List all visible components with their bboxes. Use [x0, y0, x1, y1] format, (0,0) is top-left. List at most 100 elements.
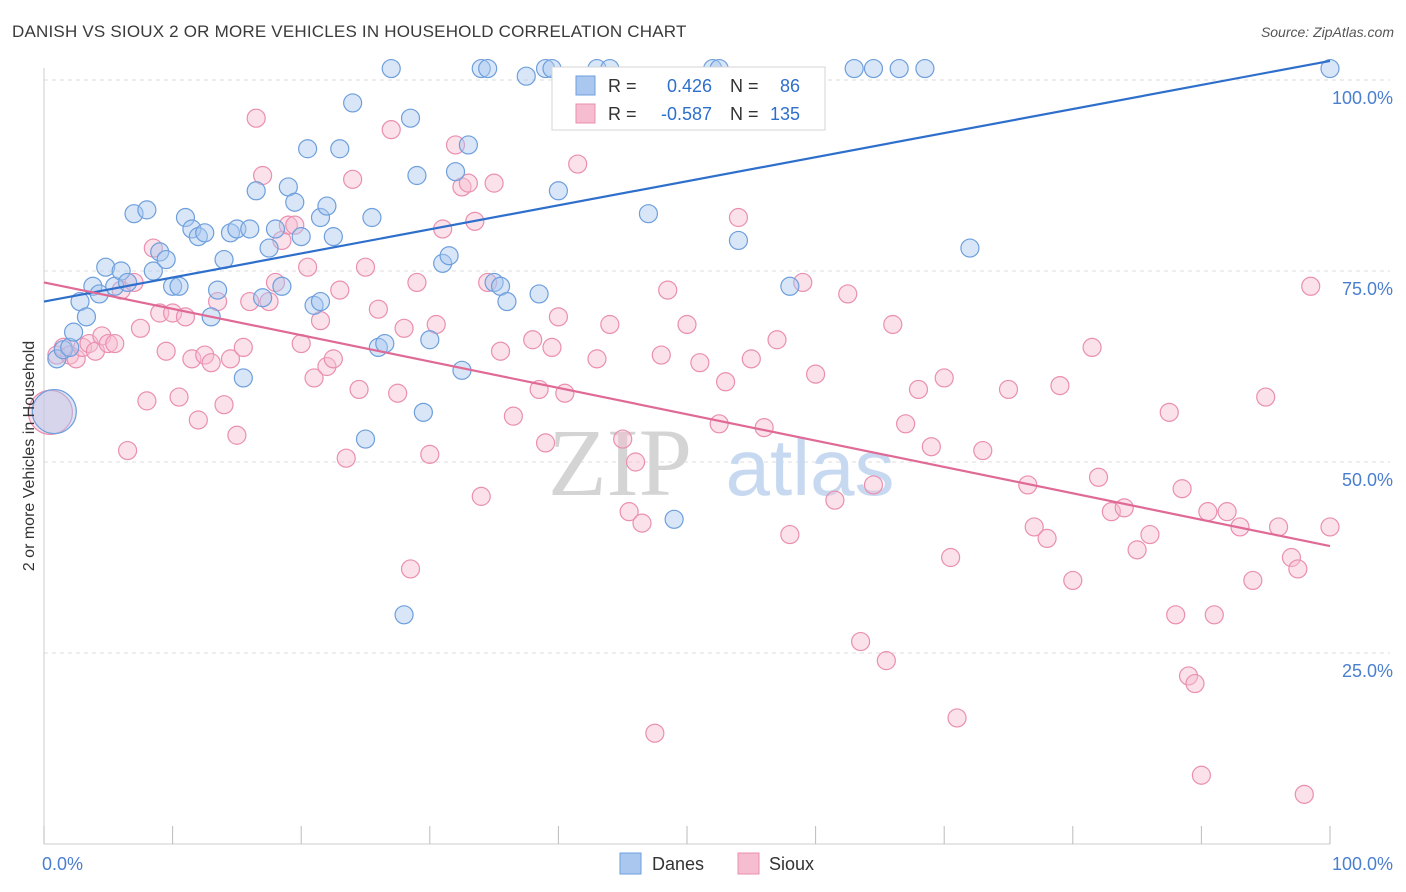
sioux-point [117, 440, 138, 461]
danes-point [458, 135, 478, 155]
danes-point [137, 200, 157, 220]
sioux-point [1301, 276, 1321, 296]
sioux-point [368, 299, 388, 319]
danes-point [413, 402, 433, 422]
sioux-point [478, 272, 498, 293]
danes-point [355, 429, 376, 449]
danes-point [728, 230, 749, 251]
sioux-point [690, 353, 710, 373]
sioux-point [188, 410, 208, 430]
sioux-point [1101, 502, 1121, 522]
sioux-point [1159, 402, 1179, 422]
sioux-point [246, 108, 266, 128]
stats-r-value-danes: 0.426 [667, 76, 712, 96]
legend-danes-swatch [619, 852, 642, 875]
sioux-point [1140, 524, 1160, 545]
danes-point [117, 272, 138, 293]
y-tick-label: 100.0% [1332, 88, 1393, 108]
danes-point [265, 219, 286, 239]
danes-point [323, 227, 343, 247]
sioux-point [941, 547, 961, 568]
danes-trend-line [43, 59, 1331, 303]
sioux-point [600, 314, 620, 335]
sioux-point [876, 651, 896, 671]
sioux-point [278, 215, 298, 235]
sioux-point [1063, 570, 1083, 591]
danes-point [960, 238, 980, 258]
sioux-point [471, 486, 491, 506]
sioux-point [896, 414, 916, 434]
sioux-point [240, 291, 260, 312]
stats-r-label-danes: R = [608, 76, 637, 96]
danes-point [445, 162, 466, 182]
sioux-point [651, 345, 671, 365]
axes [43, 68, 1331, 845]
y-tick-label: 25.0% [1342, 661, 1393, 681]
sioux-point [947, 708, 967, 728]
danes-point [863, 58, 884, 79]
danes-point [182, 219, 202, 239]
danes-point [394, 605, 414, 625]
x-tick-label: 100.0% [1332, 854, 1393, 874]
sioux-point [1198, 502, 1218, 522]
data-points [27, 58, 1340, 804]
danes-point [471, 58, 491, 79]
sioux-point [741, 349, 761, 369]
danes-point [433, 253, 453, 273]
sioux-point [715, 372, 736, 392]
sioux-point [1088, 467, 1109, 487]
stats-n-value-danes: 86 [780, 76, 800, 96]
y-axis-label: 2 or more Vehicles in Household [21, 341, 38, 571]
danes-point [285, 192, 305, 212]
danes-point [400, 108, 421, 128]
danes-point [96, 257, 116, 277]
stats-r-label-sioux: R = [608, 104, 637, 124]
danes-point [208, 280, 228, 300]
stats-legend-danes-swatch [575, 75, 596, 96]
sioux-point [658, 280, 678, 300]
chart-source: Source: ZipAtlas.com [1260, 24, 1394, 40]
danes-point [272, 276, 292, 296]
sioux-point [767, 330, 787, 350]
danes-point [844, 58, 864, 79]
sioux-point [825, 490, 845, 510]
sioux-point [677, 314, 697, 335]
danes-point [195, 223, 215, 243]
sioux-point [632, 513, 652, 533]
sioux-point [934, 368, 954, 388]
y-tick-label: 50.0% [1342, 470, 1393, 490]
sioux-point [613, 429, 633, 449]
stats-n-label-danes: N = [730, 76, 759, 96]
sioux-point [1127, 540, 1147, 560]
sioux-point [838, 284, 858, 304]
series-legend: Danes Sioux [619, 852, 814, 875]
sioux-point [1288, 559, 1308, 579]
sioux-point [548, 307, 569, 327]
sioux-point [568, 154, 588, 174]
sioux-point [484, 173, 504, 193]
sioux-point [458, 173, 478, 193]
sioux-point [381, 120, 401, 140]
sioux-point [298, 257, 318, 277]
y-tick-labels: 25.0% 50.0% 75.0% 100.0% [1332, 88, 1393, 681]
sioux-point [1204, 605, 1224, 625]
sioux-point [1178, 666, 1199, 686]
sioux-point [908, 379, 929, 400]
danes-point [76, 307, 97, 327]
sioux-point [883, 314, 903, 335]
danes-point [478, 58, 498, 79]
danes-point [638, 204, 659, 224]
sioux-point [130, 318, 151, 338]
danes-point [246, 181, 266, 201]
sioux-point [169, 387, 189, 407]
sioux-point [394, 318, 414, 338]
x-tick-labels: 0.0% 100.0% [42, 854, 1393, 874]
chart-title: DANISH VS SIOUX 2 OR MORE VEHICLES IN HO… [12, 22, 687, 41]
stats-legend: R = 0.426 N = 86 R = -0.587 N = 135 [551, 66, 826, 131]
danes-point [298, 139, 318, 159]
stats-legend-sioux-swatch [575, 103, 596, 124]
sioux-point [1037, 528, 1057, 549]
danes-point [375, 333, 395, 354]
sioux-point [1082, 337, 1102, 357]
